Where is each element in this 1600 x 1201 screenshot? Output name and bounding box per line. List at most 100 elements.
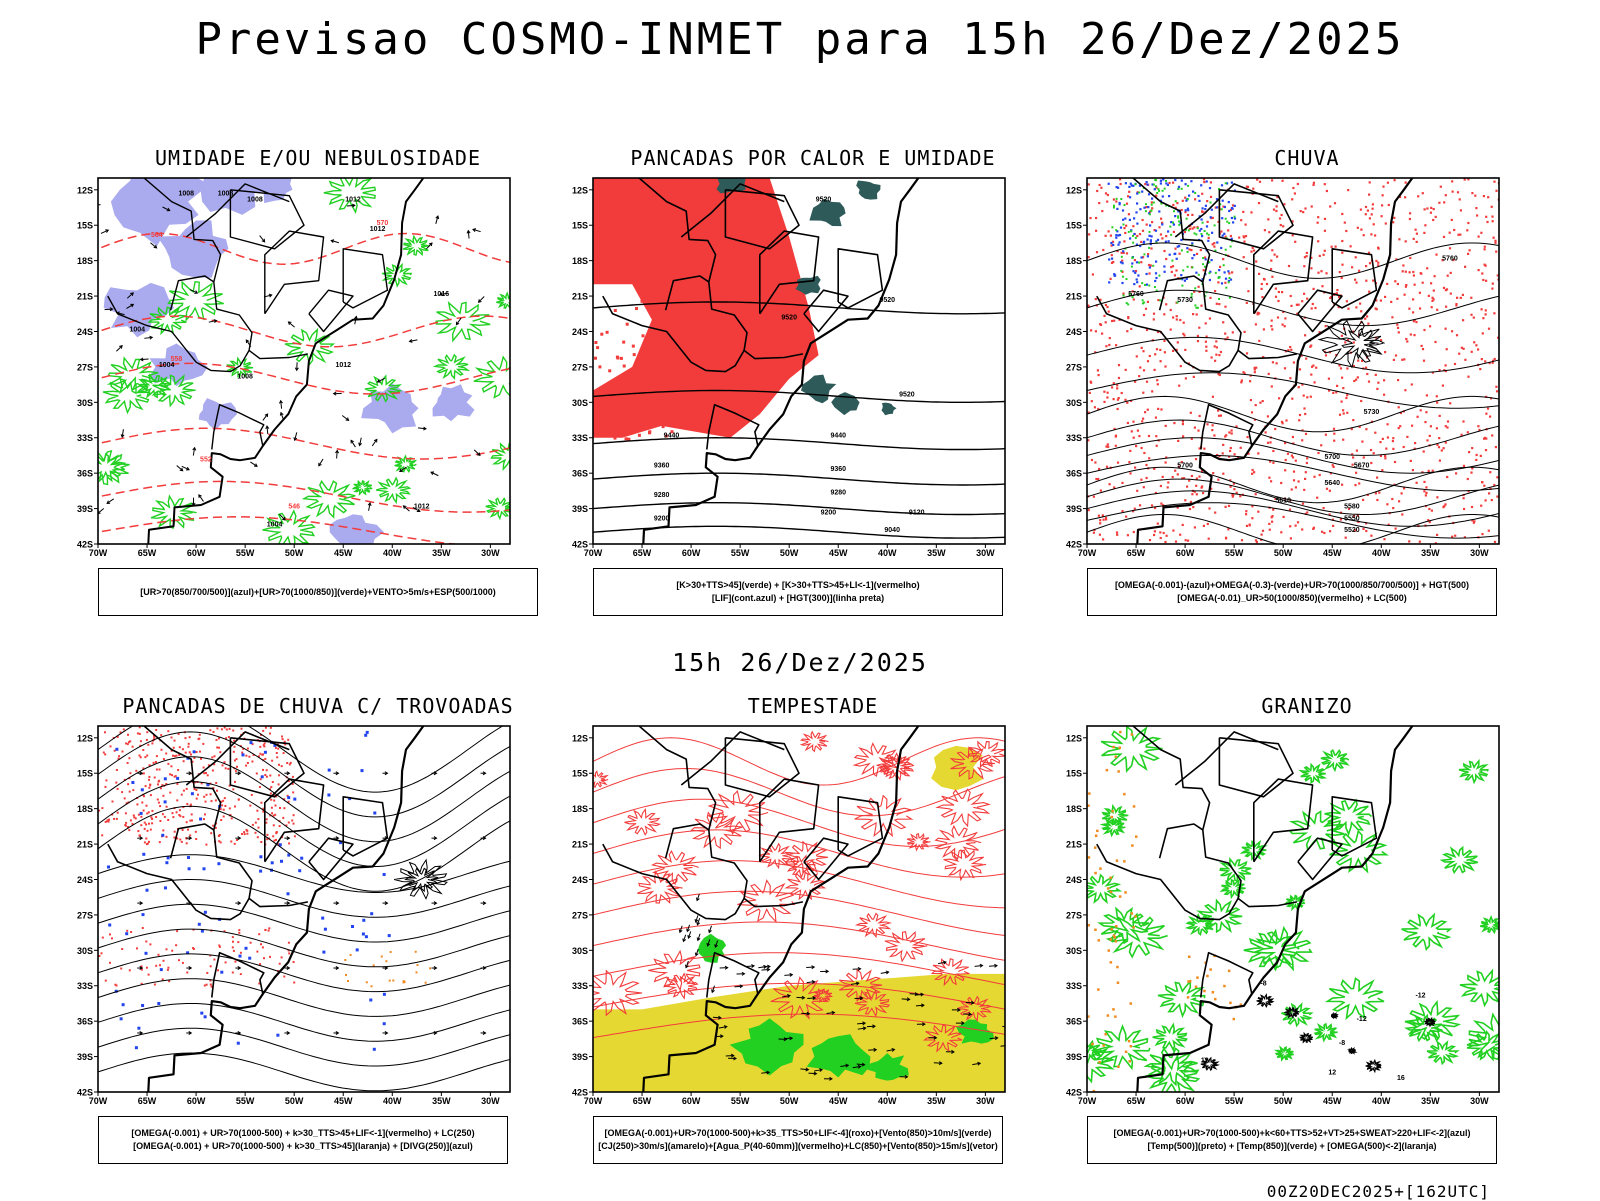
rain-speck-red: [1264, 278, 1266, 280]
temp850-contour-green: [1276, 1047, 1294, 1059]
divergence-speck-blue: [135, 1046, 138, 1049]
omega-speck-orange: [1209, 968, 1212, 971]
rain-speck-red: [1102, 249, 1104, 251]
thunder-speck-red: [167, 819, 169, 821]
rain-speck-red: [1247, 186, 1249, 188]
rain-speck-red: [1157, 523, 1159, 525]
rain-speck-red: [1272, 462, 1274, 464]
rain-speck-red: [1317, 216, 1319, 218]
water-contour-red: [586, 771, 608, 787]
thunder-speck-red: [140, 816, 142, 818]
rain-speck-red: [1098, 515, 1100, 517]
rain-speck-red: [1303, 265, 1305, 267]
rain-speck-green: [1223, 264, 1225, 266]
rain-speck-red: [1473, 341, 1475, 343]
rain-speck-red: [1144, 183, 1146, 185]
thunder-speck-orange: [350, 954, 352, 956]
rain-speck-red: [1257, 511, 1259, 513]
thunder-speck-red: [229, 807, 231, 809]
thunder-speck-red: [221, 804, 223, 806]
rain-speck-red: [1276, 205, 1278, 207]
rain-speck-red: [1126, 402, 1128, 404]
rain-speck-red: [1243, 241, 1245, 243]
legend-line: [OMEGA(-0.001)-(azul)+OMEGA(-0.3)-(verde…: [1088, 579, 1496, 592]
rain-speck-red: [1317, 222, 1319, 224]
hgt-contour: [583, 473, 1015, 485]
rain-speck-red: [1310, 396, 1312, 398]
rain-speck-red: [1333, 433, 1335, 435]
instability-speck-red: [616, 357, 619, 360]
rain-speck-red: [1214, 345, 1216, 347]
rain-speck-red: [1355, 256, 1357, 258]
divergence-speck-blue: [362, 919, 365, 922]
panel-title: PANCADAS POR CALOR E UMIDADE: [563, 146, 1063, 170]
rain-speck-red: [1090, 381, 1092, 383]
thunder-speck-red: [147, 744, 149, 746]
thunder-speck-red: [279, 963, 281, 965]
rain-speck-red: [1269, 529, 1271, 531]
thunder-speck-red: [146, 967, 148, 969]
thunder-speck-red: [125, 825, 127, 827]
rain-speck-red: [1211, 356, 1213, 358]
omega-speck-orange: [1102, 1044, 1105, 1047]
instability-speck-red: [629, 387, 632, 390]
rain-speck-green: [1132, 235, 1134, 237]
rain-speck-red: [1329, 205, 1331, 207]
omega-speck-orange: [1108, 949, 1111, 952]
contour-label: 1008: [218, 191, 234, 198]
instability-area-teal: [801, 375, 836, 404]
rain-speck-green: [1230, 246, 1232, 248]
thunder-speck-red: [218, 747, 220, 749]
contour-label: 1012: [335, 362, 351, 369]
map-content: [88, 722, 520, 1098]
thunder-speck-red: [139, 733, 141, 735]
thunder-speck-red: [287, 739, 289, 741]
thunder-speck-red: [172, 816, 174, 818]
thunder-speck-red: [175, 944, 177, 946]
thunder-speck-red: [257, 836, 259, 838]
thunder-speck-red: [195, 838, 197, 840]
rain-speck-red: [1116, 387, 1118, 389]
rain-speck-red: [1306, 457, 1308, 459]
rain-speck-red: [1200, 305, 1202, 307]
rain-speck-red: [1347, 308, 1349, 310]
divergence-speck-blue: [280, 860, 283, 863]
rain-speck-red: [1425, 486, 1427, 488]
thunder-speck-red: [189, 736, 191, 738]
divergence-speck-blue: [193, 750, 196, 753]
rain-speck-green: [1116, 198, 1118, 200]
thunder-speck-red: [178, 814, 180, 816]
rain-speck-red: [1267, 218, 1269, 220]
streamline: [88, 954, 520, 992]
omega-speck-orange: [1115, 925, 1118, 928]
rain-speck-red: [1271, 249, 1273, 251]
border-line: [1254, 231, 1313, 314]
temp850-contour-green: [1103, 819, 1126, 835]
rain-speck-red: [1442, 385, 1444, 387]
rain-speck-red: [1475, 207, 1477, 209]
rain-speck-red: [1116, 384, 1118, 386]
rain-speck-red: [1470, 314, 1472, 316]
lon-label: 35W: [927, 548, 946, 558]
rain-speck-red: [1233, 488, 1235, 490]
rain-speck-red: [1106, 201, 1108, 203]
rain-speck-red: [1262, 530, 1264, 532]
rain-speck-red: [1192, 313, 1194, 315]
divergence-speck-blue: [145, 952, 148, 955]
thunder-speck-red: [191, 819, 193, 821]
rain-speck-red: [1263, 328, 1265, 330]
rain-speck-red: [1109, 337, 1111, 339]
instability-speck-red: [594, 357, 597, 360]
rain-speck-green: [1123, 295, 1125, 297]
rain-speck-red: [1413, 334, 1415, 336]
rain-speck-red: [1369, 262, 1371, 264]
rain-speck-green: [1155, 185, 1157, 187]
thunder-speck-red: [187, 829, 189, 831]
rain-speck-red: [1146, 381, 1148, 383]
rain-speck-blue: [1176, 258, 1178, 260]
legend-line: [LIF](cont.azul) + [HGT(300)](linha pret…: [594, 592, 1002, 605]
rain-speck-red: [1198, 476, 1200, 478]
rain-speck-green: [1226, 221, 1228, 223]
thunder-speck-red: [206, 794, 208, 796]
